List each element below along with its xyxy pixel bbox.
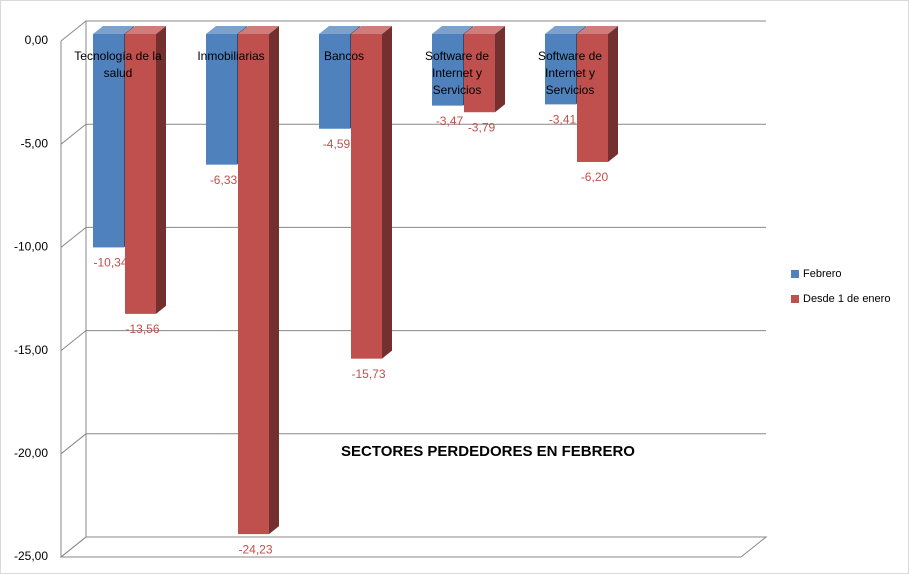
bar-top bbox=[432, 26, 473, 34]
bar bbox=[351, 34, 382, 359]
value-label: -24,23 bbox=[238, 542, 272, 556]
bar-group bbox=[125, 26, 166, 314]
bar bbox=[464, 34, 495, 113]
bar-top bbox=[351, 26, 392, 34]
grid-line bbox=[60, 123, 766, 145]
value-label: -3,47 bbox=[436, 114, 464, 128]
y-tick-label: 0,00 bbox=[25, 33, 49, 47]
value-label: -4,59 bbox=[323, 137, 351, 151]
bar-top bbox=[319, 26, 360, 34]
grid-line bbox=[60, 433, 766, 455]
bar-side bbox=[269, 26, 279, 535]
value-label: -3,41 bbox=[549, 113, 577, 127]
x-tick-label: Bancos bbox=[323, 49, 365, 63]
value-label: -13,56 bbox=[125, 322, 159, 336]
bar-group bbox=[464, 26, 505, 113]
bar bbox=[432, 34, 463, 106]
bar-top bbox=[545, 26, 586, 34]
bar bbox=[545, 34, 576, 105]
grid-line bbox=[60, 20, 766, 42]
value-label: -10,34 bbox=[93, 256, 127, 270]
bar bbox=[319, 34, 350, 129]
y-tick-label: -15,00 bbox=[14, 343, 48, 357]
grid-line bbox=[60, 330, 766, 351]
y-tick-label: -10,00 bbox=[14, 240, 48, 254]
floor bbox=[59, 536, 768, 558]
y-tick-label: -5,00 bbox=[21, 136, 49, 150]
bar bbox=[577, 34, 608, 162]
x-tick-label: Software de Internet y Servicios bbox=[537, 49, 603, 97]
grid-line bbox=[60, 226, 766, 248]
bar-top bbox=[206, 26, 247, 34]
y-tick-label: -25,00 bbox=[14, 549, 48, 563]
x-tick-label: Tecnología de la salud bbox=[74, 49, 162, 80]
bar bbox=[93, 34, 124, 248]
bar-side bbox=[608, 26, 618, 162]
bar-top bbox=[238, 26, 279, 34]
bar-top bbox=[464, 26, 505, 34]
chart-title: SECTORES PERDEDORES EN FEBRERO bbox=[341, 443, 635, 460]
legend-swatch bbox=[791, 270, 799, 278]
bar-group bbox=[206, 26, 247, 165]
bar-top bbox=[577, 26, 618, 34]
bar-group bbox=[351, 26, 392, 359]
bar bbox=[125, 34, 156, 314]
bar bbox=[238, 34, 269, 535]
bar-top bbox=[125, 26, 166, 34]
grid-line bbox=[60, 536, 766, 558]
bar bbox=[206, 34, 237, 165]
value-label: -15,73 bbox=[351, 367, 385, 381]
bar-top bbox=[93, 26, 134, 34]
legend-label: Febrero bbox=[803, 268, 842, 280]
bar-side bbox=[495, 26, 505, 113]
bar-group bbox=[238, 26, 279, 535]
bar-side bbox=[382, 26, 392, 359]
value-label: -6,20 bbox=[581, 170, 609, 184]
value-label: -6,33 bbox=[210, 173, 238, 187]
x-tick-label: Inmobiliarias bbox=[197, 49, 265, 63]
bar-side bbox=[156, 26, 166, 314]
bar-group bbox=[577, 26, 618, 162]
value-label: -3,79 bbox=[468, 120, 496, 134]
legend-label: Desde 1 de enero bbox=[803, 293, 890, 305]
x-tick-label: Software de Internet y Servicios bbox=[424, 49, 490, 97]
y-tick-label: -20,00 bbox=[14, 446, 48, 460]
legend-swatch bbox=[791, 295, 799, 303]
